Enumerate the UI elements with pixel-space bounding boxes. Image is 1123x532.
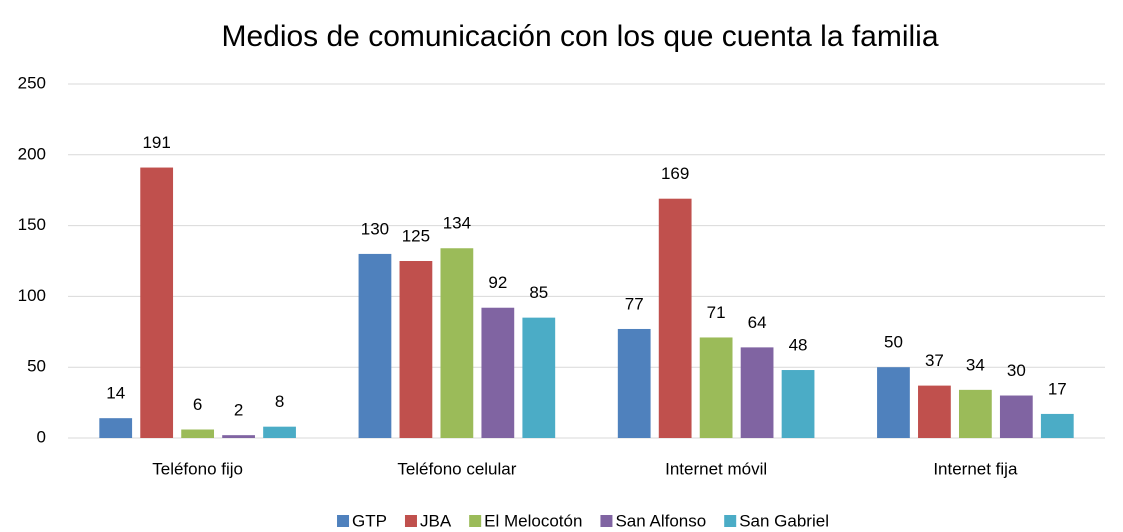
bar (522, 317, 556, 438)
bar (99, 418, 133, 438)
data-label: 48 (789, 336, 808, 355)
legend-label: GTP (352, 511, 387, 530)
bar (658, 198, 692, 438)
data-label: 34 (966, 355, 985, 374)
data-label: 191 (142, 133, 170, 152)
bar (140, 167, 174, 438)
bar (918, 385, 951, 438)
data-label: 50 (884, 333, 903, 352)
data-label: 2 (234, 401, 243, 420)
legend-label: El Melocotón (484, 511, 582, 530)
data-label: 85 (529, 283, 548, 302)
data-label: 71 (707, 303, 726, 322)
data-label: 125 (402, 226, 430, 245)
bar (617, 328, 651, 438)
legend-swatch (469, 515, 482, 527)
legend: GTP JBA El Melocotón San Alfonso San Gabriel (337, 511, 829, 530)
bar (699, 337, 733, 438)
bar (740, 347, 774, 438)
bar (263, 426, 296, 438)
y-tick-label: 150 (18, 215, 46, 234)
chart-title: Medios de comunicación con los que cuent… (221, 20, 938, 53)
bar (358, 253, 392, 438)
bar (999, 395, 1033, 438)
bar (481, 307, 515, 438)
bar (222, 435, 255, 438)
data-label: 169 (661, 164, 689, 183)
y-tick-label: 200 (18, 144, 46, 163)
x-tick-label: Teléfono fijo (152, 459, 243, 478)
legend-label: San Alfonso (615, 511, 706, 530)
x-tick-label: Internet móvil (665, 459, 767, 478)
bar (181, 429, 215, 438)
legend-swatch (404, 515, 417, 527)
y-tick-label: 250 (18, 73, 46, 92)
data-label: 77 (625, 294, 644, 313)
bar (958, 389, 992, 438)
data-label: 6 (193, 395, 202, 414)
bar (877, 367, 910, 438)
legend-label: JBA (420, 511, 452, 530)
x-tick-label: Internet fija (933, 459, 1018, 478)
data-label: 134 (443, 214, 471, 233)
data-label: 17 (1048, 379, 1067, 398)
legend-swatch (337, 515, 350, 527)
legend-swatch (600, 515, 613, 527)
bar (1040, 413, 1074, 438)
data-label: 130 (361, 219, 389, 238)
legend-swatch (724, 515, 737, 527)
data-label: 92 (488, 273, 507, 292)
x-tick-label: Teléfono celular (397, 459, 516, 478)
y-tick-label: 0 (37, 427, 46, 446)
data-label: 8 (275, 392, 284, 411)
data-label: 30 (1007, 361, 1026, 380)
y-tick-label: 100 (18, 286, 46, 305)
y-tick-label: 50 (27, 357, 46, 376)
legend-label: San Gabriel (739, 511, 829, 530)
bar (399, 261, 433, 438)
bar (781, 370, 815, 438)
data-label: 37 (925, 351, 944, 370)
data-label: 64 (748, 313, 767, 332)
bar (440, 248, 474, 438)
data-label: 14 (106, 384, 125, 403)
